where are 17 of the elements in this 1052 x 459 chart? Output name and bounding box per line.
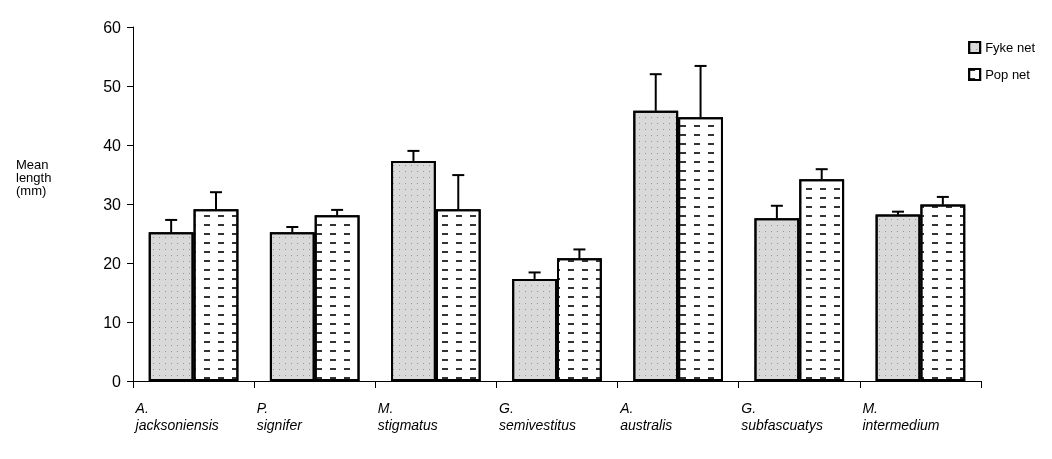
legend-label: Fyke net <box>985 40 1036 55</box>
x-tick-label: M. intermedium <box>862 399 940 433</box>
x-tick-label: A. australis <box>619 399 673 433</box>
x-tick-label: G. subfascuatys <box>741 399 823 433</box>
y-tick-label: 40 <box>103 136 122 154</box>
y-tick-label: 50 <box>103 77 122 95</box>
x-tick-label: G. semivestitus <box>499 399 577 433</box>
y-tick-label: 0 <box>112 372 122 390</box>
x-tick-label: A. jacksoniensis <box>133 399 219 433</box>
y-tick-label: 60 <box>103 18 122 36</box>
y-tick-label: 10 <box>103 313 122 331</box>
x-tick-label: P. signifer <box>256 399 304 433</box>
y-tick-label: 30 <box>103 195 122 213</box>
legend-label: Pop net <box>985 67 1031 82</box>
x-tick-label: M. stigmatus <box>377 399 438 433</box>
y-axis-title: Mean length (mm) <box>16 157 52 198</box>
y-tick-label: 20 <box>103 254 122 272</box>
